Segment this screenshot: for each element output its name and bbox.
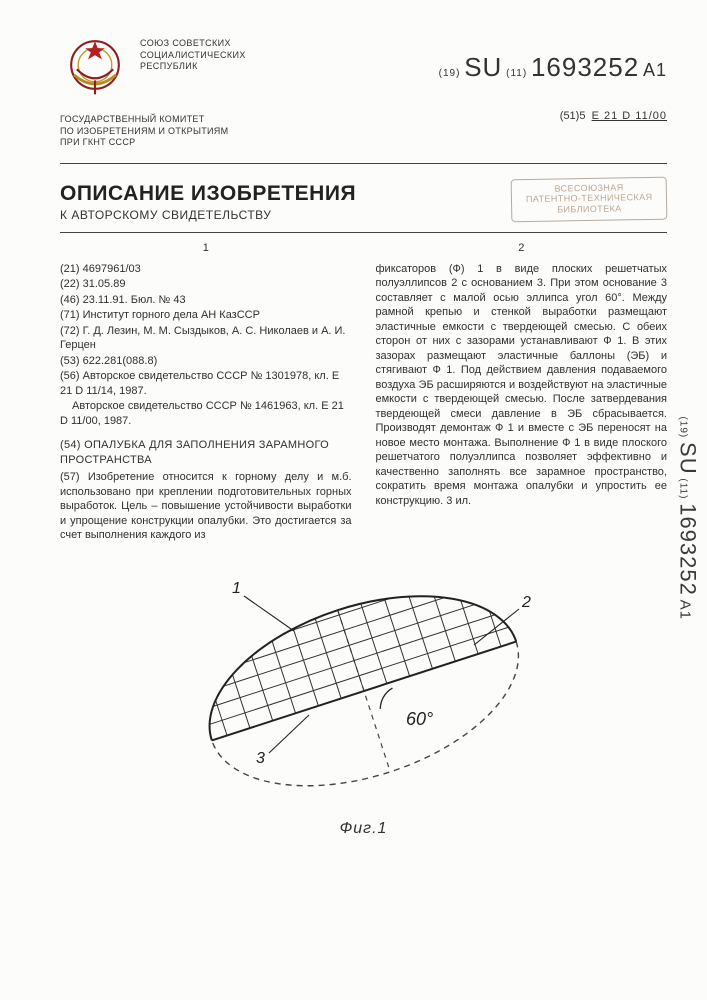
field-22: (22) 31.05.89 bbox=[60, 277, 352, 292]
abstract-right: фиксаторов (Ф) 1 в виде плоских решетчат… bbox=[376, 262, 668, 509]
side-publication-number: (19) SU (11) 1693252 A1 bbox=[675, 416, 701, 620]
pub-number: 1693252 bbox=[531, 52, 639, 82]
side-number: 1693252 bbox=[676, 503, 701, 596]
side-kind: A1 bbox=[677, 600, 694, 620]
document-type-title: ОПИСАНИЕ ИЗОБРЕТЕНИЯ bbox=[60, 182, 356, 206]
side-prefix-19: (19) bbox=[678, 416, 689, 438]
library-stamp: ВСЕСОЮЗНАЯ ПАТЕНТНО-ТЕХНИЧЕСКАЯ БИБЛИОТЕ… bbox=[510, 177, 667, 223]
pub-kind: A1 bbox=[643, 60, 667, 80]
pub-country: SU bbox=[464, 52, 502, 82]
stamp-line-2: ПАТЕНТНО-ТЕХНИЧЕСКАЯ bbox=[525, 192, 652, 204]
callout-2: 2 bbox=[521, 594, 531, 611]
ipc-code: E 21 D 11/00 bbox=[592, 110, 667, 122]
side-country: SU bbox=[676, 442, 701, 475]
angle-label: 60° bbox=[406, 709, 433, 729]
figure-caption: Фиг.1 bbox=[60, 820, 667, 838]
column-number-left: 1 bbox=[60, 241, 352, 256]
ipc-prefix: (51)5 bbox=[560, 110, 586, 122]
field-71: (71) Институт горного дела АН КазССР bbox=[60, 308, 352, 323]
prefix-11: (11) bbox=[506, 68, 527, 79]
field-53: (53) 622.281(088.8) bbox=[60, 354, 352, 369]
side-prefix-11: (11) bbox=[678, 478, 689, 499]
callout-1: 1 bbox=[232, 580, 241, 597]
field-56a: (56) Авторское свидетельство СССР № 1301… bbox=[60, 369, 352, 398]
divider bbox=[60, 232, 667, 233]
column-number-right: 2 bbox=[376, 241, 668, 256]
prefix-19: (19) bbox=[439, 68, 461, 79]
biblio-block: (21) 4697961/03 (22) 31.05.89 (46) 23.11… bbox=[60, 262, 352, 429]
publication-number: (19) SU (11) 1693252 A1 bbox=[439, 30, 667, 83]
figure-1: 1 2 3 60° bbox=[154, 561, 574, 811]
state-emblem-icon bbox=[60, 30, 130, 100]
ipc-classification: (51)5 E 21 D 11/00 bbox=[560, 110, 667, 122]
field-72: (72) Г. Д. Лезин, М. М. Сыздыков, А. С. … bbox=[60, 324, 352, 353]
committee-label: ГОСУДАРСТВЕННЫЙ КОМИТЕТ ПО ИЗОБРЕТЕНИЯМ … bbox=[60, 114, 270, 149]
callout-3: 3 bbox=[256, 750, 265, 767]
field-21: (21) 4697961/03 bbox=[60, 262, 352, 277]
invention-title: (54) ОПАЛУБКА ДЛЯ ЗАПОЛНЕНИЯ ЗАРАМНОГО П… bbox=[60, 438, 352, 467]
divider bbox=[60, 163, 667, 164]
abstract-left: (57) Изобретение относится к горному дел… bbox=[60, 470, 352, 543]
field-46: (46) 23.11.91. Бюл. № 43 bbox=[60, 293, 352, 308]
stamp-line-3: БИБЛИОТЕКА bbox=[557, 203, 622, 214]
field-56b: Авторское свидетельство СССР № 1461963, … bbox=[60, 399, 352, 428]
union-label: СОЮЗ СОВЕТСКИХ СОЦИАЛИСТИЧЕСКИХ РЕСПУБЛИ… bbox=[140, 30, 310, 73]
